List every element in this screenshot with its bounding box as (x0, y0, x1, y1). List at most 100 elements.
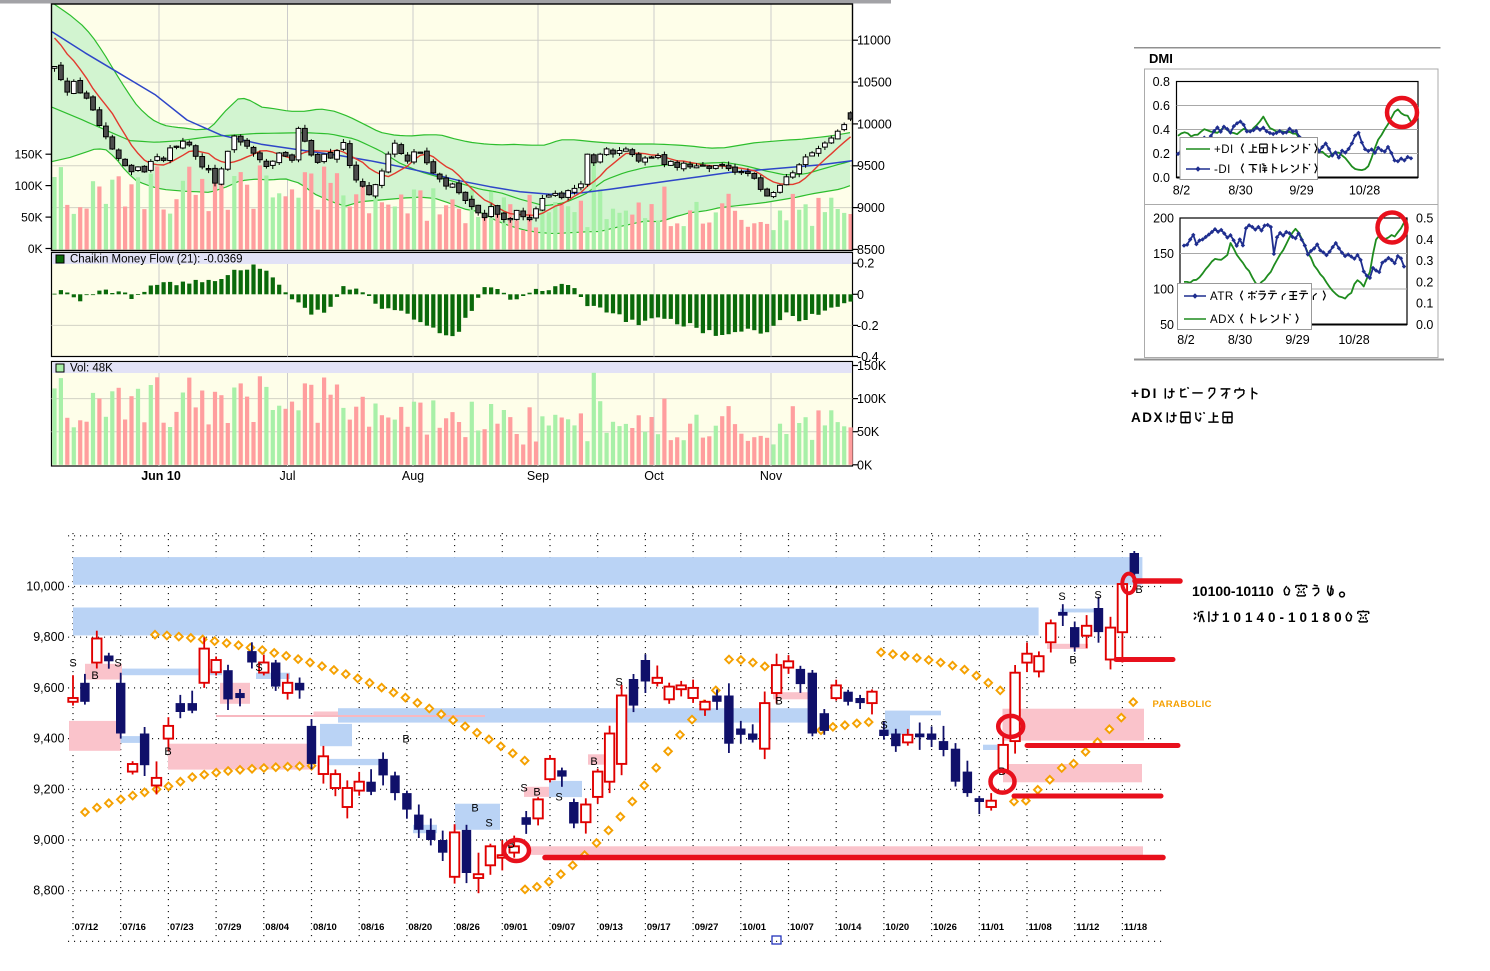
svg-text:B: B (402, 734, 409, 746)
svg-text:150: 150 (1153, 247, 1174, 261)
svg-text:0.4: 0.4 (1416, 233, 1433, 247)
svg-text:08/16: 08/16 (361, 922, 385, 933)
svg-text:S: S (114, 658, 121, 670)
svg-text:9500: 9500 (857, 159, 885, 173)
svg-text:S: S (1094, 590, 1101, 602)
svg-text:10500: 10500 (857, 76, 892, 90)
svg-text:08/26: 08/26 (456, 922, 480, 933)
svg-text:S: S (880, 720, 887, 732)
svg-text:10/01: 10/01 (742, 922, 766, 933)
svg-text:B: B (775, 696, 782, 708)
svg-text:Chaikin Money Flow (21): -0.03: Chaikin Money Flow (21): -0.0369 (70, 254, 243, 266)
svg-text:50K: 50K (857, 425, 880, 439)
svg-text:9,400: 9,400 (33, 732, 64, 746)
svg-text:8/30: 8/30 (1228, 184, 1252, 198)
svg-text:S: S (615, 677, 622, 689)
svg-text:B: B (471, 803, 478, 815)
svg-text:200: 200 (1153, 212, 1174, 226)
svg-text:9,800: 9,800 (33, 630, 64, 644)
svg-text:100K: 100K (14, 179, 42, 193)
svg-text:ADX: ADX (1131, 410, 1164, 425)
svg-text:0.8: 0.8 (1153, 75, 1170, 89)
svg-text:PARABOLIC: PARABOLIC (1153, 699, 1212, 710)
svg-text:0.1: 0.1 (1416, 297, 1433, 311)
svg-text:ATR: ATR (1210, 291, 1234, 303)
svg-text:50: 50 (1160, 318, 1174, 332)
svg-text:Nov: Nov (760, 469, 783, 483)
svg-text:9,000: 9,000 (33, 833, 64, 847)
svg-text:0.2: 0.2 (1153, 147, 1170, 161)
svg-text:9,600: 9,600 (33, 681, 64, 695)
svg-text:DMI: DMI (1149, 51, 1173, 66)
svg-text:11/08: 11/08 (1029, 922, 1052, 933)
svg-text:11000: 11000 (857, 34, 891, 48)
svg-text:50K: 50K (21, 211, 42, 225)
svg-text:11/18: 11/18 (1124, 922, 1147, 933)
svg-text:0.2: 0.2 (857, 257, 874, 271)
svg-text:08/04: 08/04 (265, 922, 289, 933)
svg-text:11/12: 11/12 (1076, 922, 1099, 933)
svg-text:B: B (91, 670, 98, 682)
svg-text:Vol: 48K: Vol: 48K (70, 363, 113, 375)
svg-text:S: S (485, 817, 492, 829)
svg-text:0.2: 0.2 (1416, 275, 1433, 289)
svg-text:0.0: 0.0 (1153, 171, 1170, 185)
svg-text:B: B (590, 756, 597, 768)
svg-text:09/07: 09/07 (552, 922, 576, 933)
svg-text:0.0: 0.0 (1416, 318, 1433, 332)
svg-text:0K: 0K (857, 458, 873, 472)
svg-text:B: B (533, 786, 540, 798)
svg-text:9/29: 9/29 (1289, 184, 1313, 198)
svg-text:S: S (69, 658, 76, 670)
svg-text:11/01: 11/01 (981, 922, 1005, 933)
svg-text:100K: 100K (857, 392, 887, 406)
svg-text:10000: 10000 (857, 117, 892, 131)
svg-text:-0.2: -0.2 (857, 319, 879, 333)
svg-text:8,800: 8,800 (33, 884, 64, 898)
svg-text:07/16: 07/16 (122, 922, 146, 933)
svg-text:100: 100 (1153, 283, 1174, 297)
svg-text:B: B (164, 746, 171, 758)
svg-text:ADX: ADX (1210, 314, 1235, 326)
svg-text:0.6: 0.6 (1153, 99, 1170, 113)
svg-text:Jun 10: Jun 10 (141, 469, 181, 483)
svg-text:10/14: 10/14 (838, 922, 862, 933)
svg-text:9000: 9000 (857, 201, 885, 215)
svg-text:10/28: 10/28 (1349, 184, 1380, 198)
svg-text:08/20: 08/20 (408, 922, 432, 933)
svg-text:09/13: 09/13 (599, 922, 623, 933)
svg-text:09/27: 09/27 (695, 922, 719, 933)
svg-text:10100-10110: 10100-10110 (1192, 583, 1274, 599)
svg-text:Aug: Aug (402, 469, 424, 483)
svg-text:09/01: 09/01 (504, 922, 528, 933)
svg-text:9,200: 9,200 (33, 782, 64, 796)
svg-text:10/28: 10/28 (1338, 333, 1369, 347)
svg-text:B: B (1069, 655, 1076, 667)
svg-text:09/17: 09/17 (647, 922, 671, 933)
svg-text:+DI: +DI (1131, 386, 1158, 401)
svg-text:07/23: 07/23 (170, 922, 194, 933)
svg-text:9/29: 9/29 (1285, 333, 1309, 347)
svg-text:-DI: -DI (1214, 164, 1231, 176)
svg-text:8/2: 8/2 (1177, 333, 1194, 347)
svg-text:0.3: 0.3 (1416, 254, 1433, 268)
svg-text:0: 0 (857, 288, 864, 302)
svg-text:8/2: 8/2 (1173, 184, 1190, 198)
svg-text:Oct: Oct (644, 469, 664, 483)
svg-text:8500: 8500 (857, 243, 885, 257)
svg-text:0K: 0K (28, 242, 43, 256)
svg-text:10/20: 10/20 (885, 922, 909, 933)
svg-text:07/29: 07/29 (218, 922, 242, 933)
svg-text:150K: 150K (857, 359, 887, 373)
svg-text:S: S (255, 662, 262, 674)
svg-text:Sep: Sep (527, 469, 549, 483)
svg-text:10/26: 10/26 (933, 922, 957, 933)
svg-text:07/12: 07/12 (75, 922, 99, 933)
svg-text:10140-10180: 10140-10180 (1222, 610, 1346, 625)
svg-text:S: S (1058, 591, 1065, 603)
svg-text:10/07: 10/07 (790, 922, 814, 933)
svg-text:150K: 150K (14, 148, 42, 162)
svg-text:S: S (555, 791, 562, 803)
svg-text:8/30: 8/30 (1228, 333, 1252, 347)
svg-text:10,000: 10,000 (26, 580, 64, 594)
